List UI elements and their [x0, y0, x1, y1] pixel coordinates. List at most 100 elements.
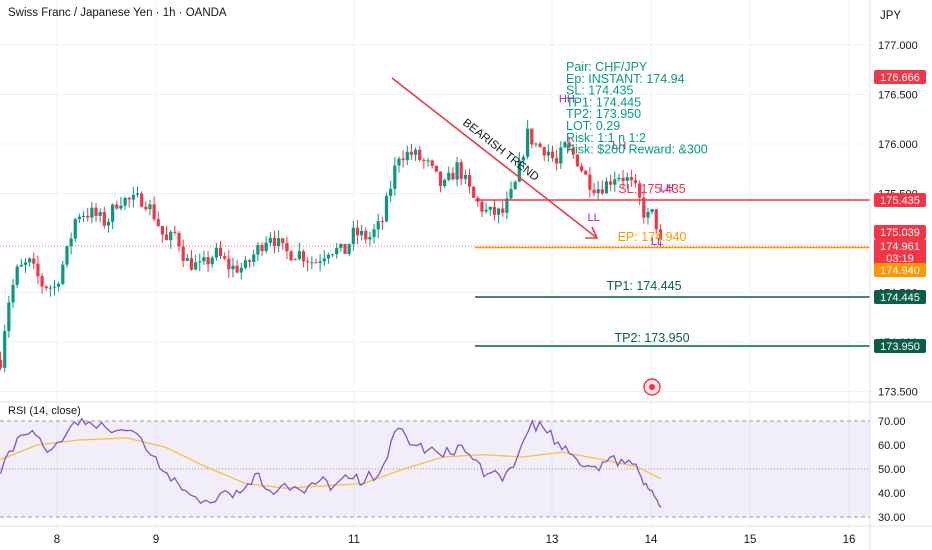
trade-levels[interactable]: SL: 175.435 EP: 174.940 TP1: 174.445 TP2… — [475, 182, 870, 347]
candle-body — [521, 156, 526, 161]
currency-button[interactable] — [874, 4, 920, 26]
rsi-pane: RSI (14, close) — [0, 405, 870, 518]
candle-body — [546, 151, 550, 156]
candle-body — [372, 229, 376, 237]
candle-body — [198, 261, 202, 263]
candle-body — [94, 207, 98, 216]
candle-body — [218, 247, 223, 257]
candle-body — [368, 236, 372, 240]
candle-body — [239, 267, 243, 273]
candle-body — [393, 165, 397, 189]
candle-body — [189, 258, 194, 270]
candle-body — [343, 244, 347, 254]
candle-body — [364, 230, 368, 240]
candle-body — [604, 181, 609, 194]
candle-body — [613, 179, 617, 185]
swing-label: LL — [651, 236, 663, 248]
candle-body — [231, 265, 235, 270]
candle-body — [177, 232, 181, 247]
price-badge-label: 176.666 — [880, 72, 920, 84]
candle-body — [555, 158, 559, 164]
trade-info-line: Risk: 1:1 n 1:2 — [566, 131, 646, 145]
price-badge-label: 174.940 — [880, 265, 920, 277]
candle-body — [496, 208, 501, 215]
candle-body — [293, 259, 297, 261]
candle-body — [156, 219, 160, 226]
candle-body — [65, 246, 69, 265]
candle-body — [633, 180, 638, 184]
candle-body — [467, 174, 472, 187]
candle-body — [517, 160, 521, 182]
candle-body — [347, 244, 351, 254]
candle-body — [306, 261, 310, 263]
candle-body — [106, 221, 111, 226]
candle-body — [77, 216, 82, 220]
price-badge — [874, 70, 926, 84]
candle-body — [301, 251, 306, 262]
candle-body — [401, 158, 405, 161]
candle-body — [451, 172, 455, 180]
candle-body — [90, 207, 94, 218]
price-badge — [874, 290, 926, 304]
chart-title: Swiss Franc / Japanese Yen · 1h · OANDA — [8, 7, 227, 19]
candle-body — [40, 276, 44, 287]
candle-body — [102, 212, 106, 226]
time-ticks: 8911131415161820 — [54, 534, 856, 546]
time-tick: 15 — [744, 534, 757, 546]
candle-body — [422, 160, 426, 162]
rsi-tick: 60.00 — [878, 440, 906, 452]
candle-body — [530, 128, 534, 145]
candle-body — [131, 194, 135, 200]
candle-body — [73, 219, 77, 239]
candle-body — [389, 188, 393, 196]
candle-body — [3, 331, 7, 368]
candle-body — [650, 209, 654, 213]
price-badge-label: 174.961 — [880, 241, 920, 253]
candle-body — [380, 221, 384, 223]
candle-body — [247, 260, 252, 262]
price-scale[interactable]: JPY 177.000176.500176.000175.500175.0001… — [869, 0, 926, 550]
candle-body — [111, 204, 115, 222]
candle-body — [127, 197, 131, 200]
candle-body — [69, 238, 73, 247]
price-badge — [874, 263, 926, 277]
candle-body — [550, 151, 555, 159]
price-badge — [874, 339, 926, 353]
candle-body — [501, 208, 505, 213]
candle-body — [297, 251, 301, 260]
time-tick: 9 — [153, 534, 159, 546]
candle-body — [447, 172, 451, 180]
candle-body — [418, 149, 422, 161]
candle-body — [567, 142, 571, 148]
candle-body — [318, 261, 322, 263]
trade-info-line: Risk: $200 Reward: &300 — [566, 143, 708, 157]
candle-body — [15, 266, 19, 285]
price-tick: 177.000 — [878, 40, 918, 52]
target-marker-icon[interactable] — [643, 378, 661, 396]
candle-body — [629, 177, 633, 181]
candle-body — [119, 205, 123, 209]
price-badge — [874, 193, 926, 207]
candle-body — [592, 189, 596, 194]
price-badge-label: 03:19 — [886, 253, 914, 265]
time-scale[interactable]: 8911131415161820 — [0, 525, 932, 546]
candle-body — [314, 262, 318, 264]
candle-body — [426, 160, 430, 162]
candle-body — [61, 264, 65, 284]
trade-info-line: SL: 174.435 — [566, 84, 633, 98]
price-badge — [874, 239, 926, 253]
candle-body — [609, 181, 613, 185]
trade-info-line: TP1: 174.445 — [566, 95, 641, 109]
candle-body — [538, 143, 542, 148]
candle-body — [194, 262, 198, 270]
candle-body — [413, 149, 418, 155]
candle-body — [355, 227, 360, 236]
candle-body — [44, 286, 48, 289]
candle-body — [268, 237, 272, 243]
candle-body — [438, 171, 443, 187]
candle-body — [289, 251, 293, 261]
candle-body — [584, 170, 588, 175]
candle-body — [339, 244, 343, 249]
trade-info-line: LOT: 0.29 — [566, 119, 620, 133]
